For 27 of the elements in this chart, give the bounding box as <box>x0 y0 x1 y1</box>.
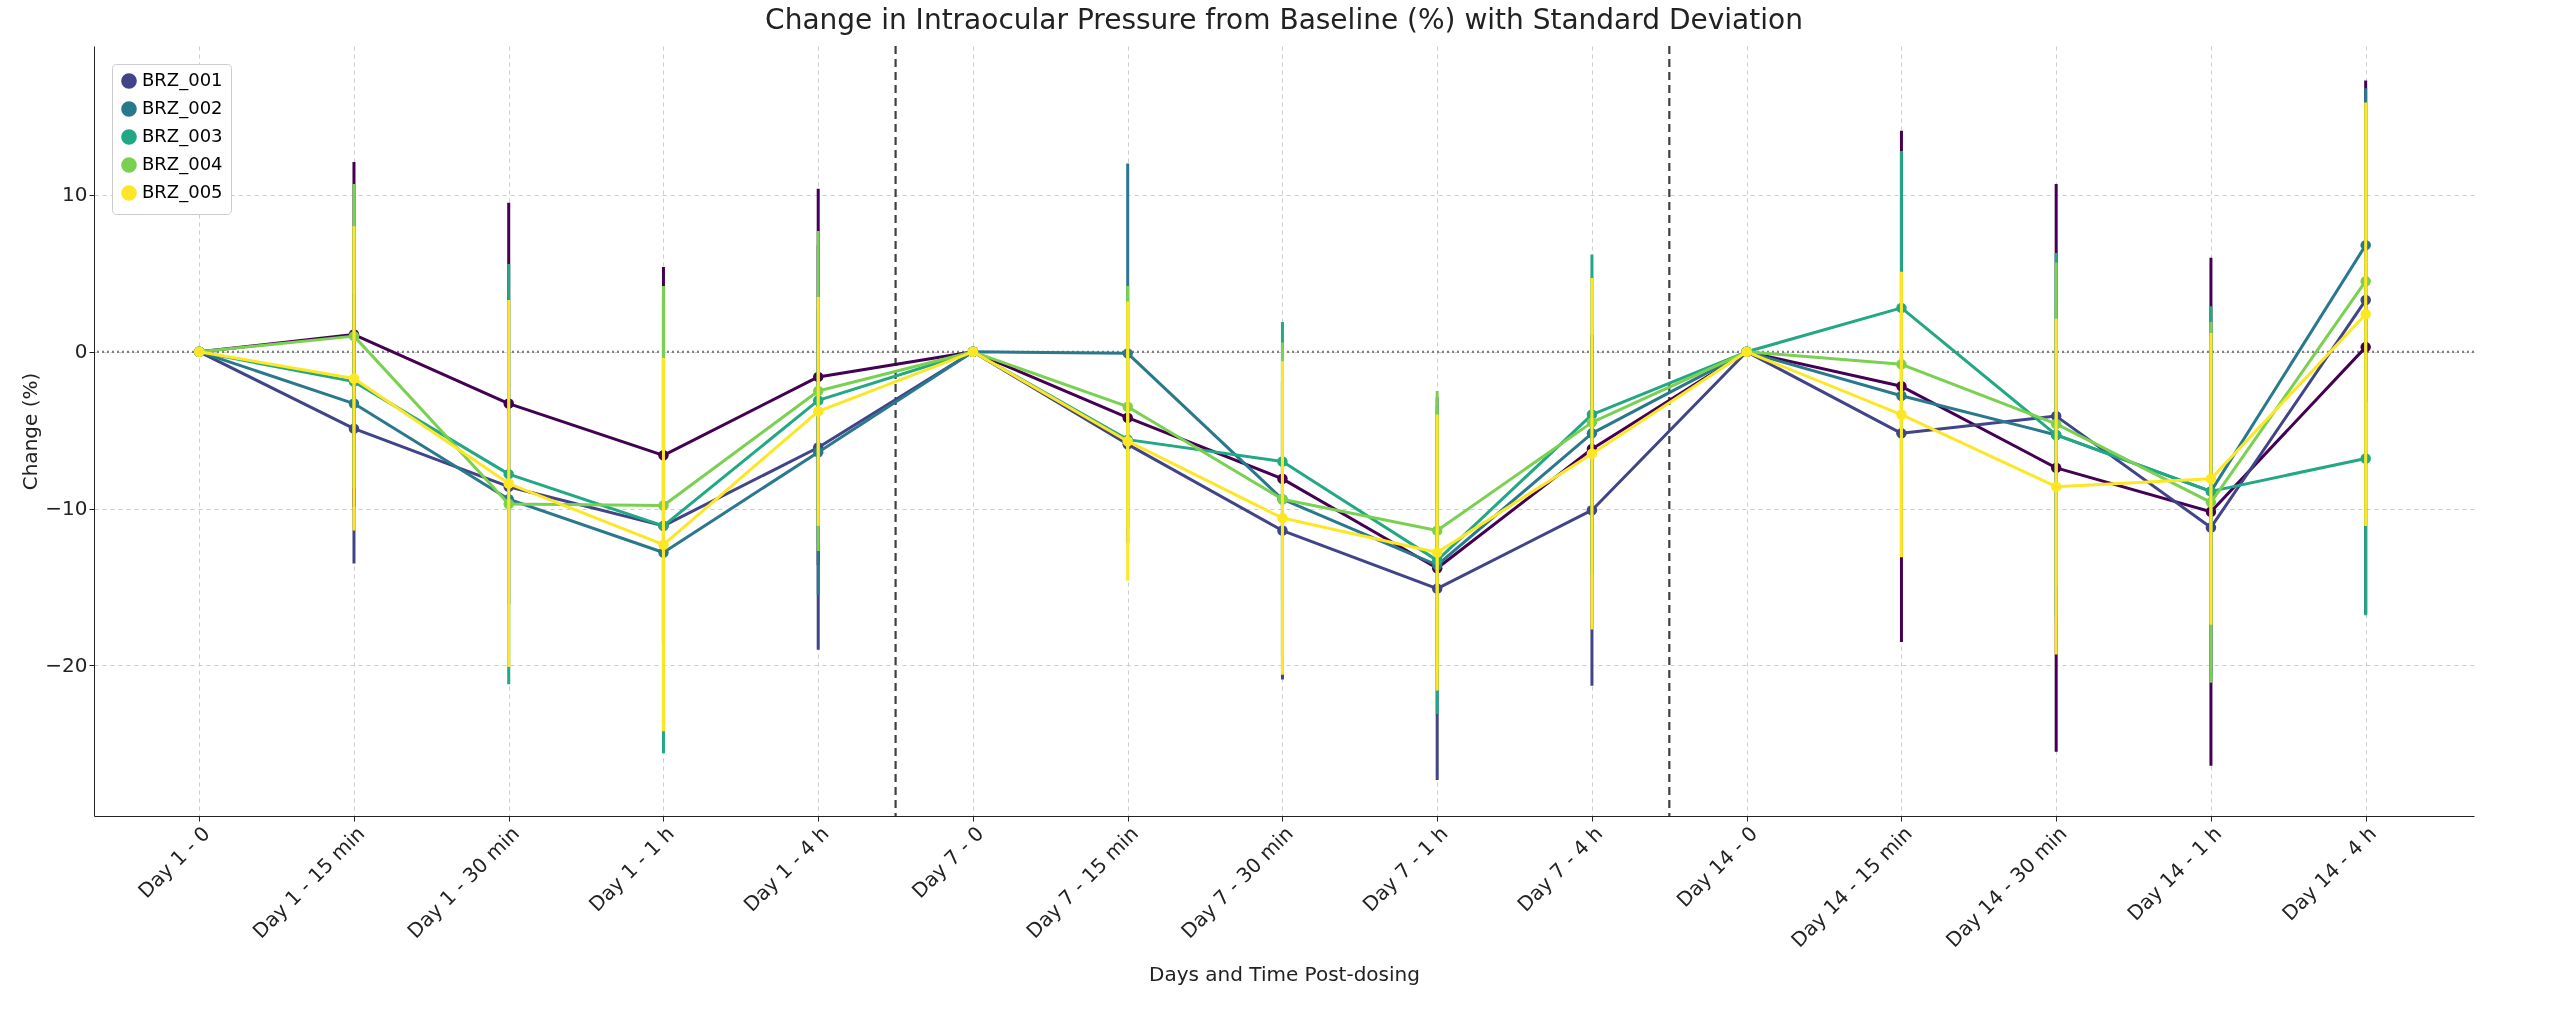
y-tick-label: 0 <box>74 339 88 364</box>
x-tick-label: Day 14 - 30 min <box>1940 821 2072 953</box>
y-axis-title: Change (%) <box>18 372 43 491</box>
y-tick-label: −10 <box>45 496 88 521</box>
chart-title: Change in Intraocular Pressure from Baseline (%) with Standard Deviation <box>765 2 1803 36</box>
y-tick-label: 10 <box>62 182 88 207</box>
legend-label: BRZ_005 <box>142 181 223 203</box>
x-tick-label: Day 7 - 0 <box>906 821 989 903</box>
x-tick-label: Day 1 - 1 h <box>583 821 679 917</box>
x-tick-label: Day 1 - 30 min <box>402 821 525 944</box>
y-tick-label: −20 <box>45 652 88 677</box>
x-tick-label: Day 7 - 15 min <box>1021 821 1144 944</box>
x-tick-label: Day 1 - 4 h <box>738 821 834 917</box>
x-tick-label: Day 1 - 0 <box>133 821 215 903</box>
x-tick-label: Day 1 - 15 min <box>247 821 370 944</box>
x-tick-label: Day 7 - 4 h <box>1512 821 1608 917</box>
x-tick-label: Day 7 - 1 h <box>1357 821 1453 917</box>
x-tick-label: Day 7 - 30 min <box>1176 821 1298 944</box>
legend-label: BRZ_004 <box>142 153 223 175</box>
x-tick-label: Day 14 - 15 min <box>1786 821 1917 953</box>
x-axis-title: Days and Time Post-dosing <box>1149 962 1420 987</box>
legend-label: BRZ_003 <box>142 125 223 147</box>
legend-label: BRZ_002 <box>142 97 223 119</box>
x-tick-label: Day 14 - 1 h <box>2122 821 2227 926</box>
x-tick-label: Day 14 - 4 h <box>2277 821 2382 926</box>
legend-label: BRZ_001 <box>142 69 223 91</box>
x-tick-label: Day 14 - 0 <box>1671 821 1763 912</box>
